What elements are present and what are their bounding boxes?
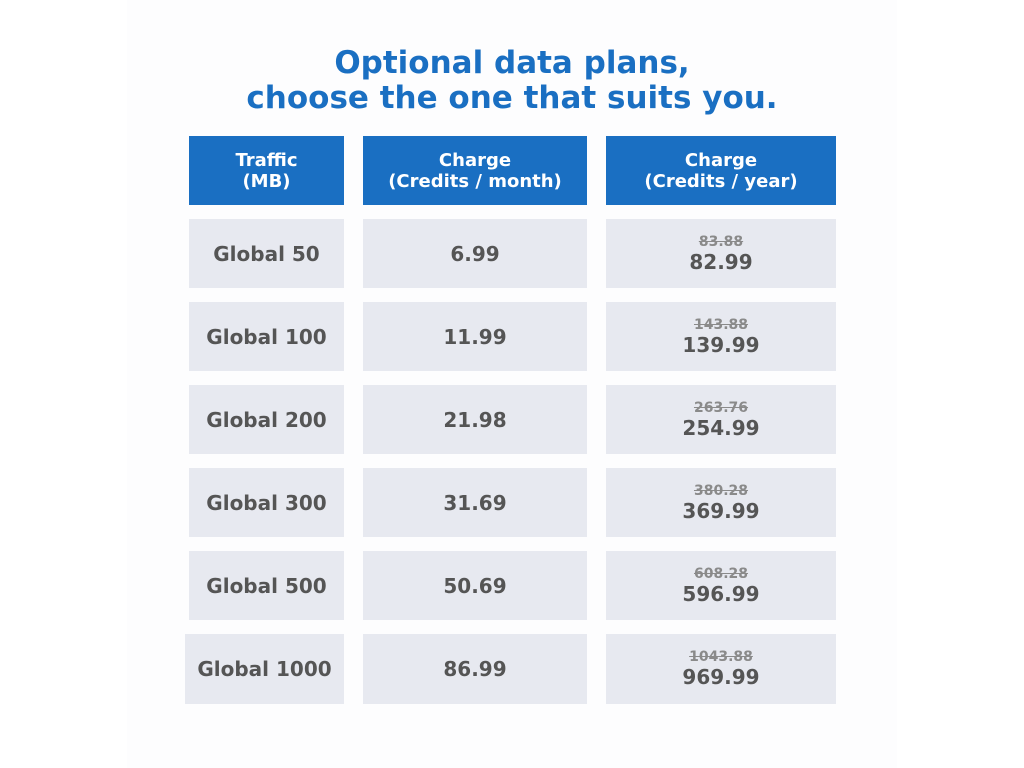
page-title: Optional data plans, choose the one that… bbox=[0, 46, 1024, 116]
monthly-price-global-50: 6.99 bbox=[363, 219, 587, 288]
monthly-price-global-500: 50.69 bbox=[363, 551, 587, 620]
new-yearly-price: 139.99 bbox=[682, 332, 760, 357]
page-title-line-2: choose the one that suits you. bbox=[246, 80, 778, 116]
yearly-price-global-1000: 1043.88 969.99 bbox=[606, 634, 836, 704]
monthly-price-global-300: 31.69 bbox=[363, 468, 587, 537]
header-monthly-unit: (Credits / month) bbox=[388, 170, 562, 192]
header-traffic-label: Traffic bbox=[235, 149, 298, 171]
page-title-line-1: Optional data plans, bbox=[334, 45, 690, 81]
plan-name-global-200: Global 200 bbox=[189, 385, 344, 454]
plan-name-global-500: Global 500 bbox=[189, 551, 344, 620]
header-traffic: Traffic (MB) bbox=[189, 136, 344, 205]
monthly-price-global-100: 11.99 bbox=[363, 302, 587, 371]
old-yearly-price: 143.88 bbox=[693, 316, 749, 333]
monthly-price-global-1000: 86.99 bbox=[363, 634, 587, 704]
old-yearly-price: 380.28 bbox=[693, 482, 749, 499]
header-yearly-label: Charge bbox=[684, 149, 758, 171]
new-yearly-price: 596.99 bbox=[682, 581, 760, 606]
header-monthly-label: Charge bbox=[438, 149, 512, 171]
plan-name-global-50: Global 50 bbox=[189, 219, 344, 288]
yearly-price-global-100: 143.88 139.99 bbox=[606, 302, 836, 371]
yearly-price-global-200: 263.76 254.99 bbox=[606, 385, 836, 454]
yearly-price-global-300: 380.28 369.99 bbox=[606, 468, 836, 537]
old-yearly-price: 263.76 bbox=[693, 399, 749, 416]
plan-name-global-100: Global 100 bbox=[189, 302, 344, 371]
yearly-price-global-50: 83.88 82.99 bbox=[606, 219, 836, 288]
new-yearly-price: 969.99 bbox=[682, 665, 760, 689]
plan-name-global-1000: Global 1000 bbox=[185, 634, 344, 704]
plan-name-global-300: Global 300 bbox=[189, 468, 344, 537]
new-yearly-price: 254.99 bbox=[682, 415, 760, 440]
new-yearly-price: 82.99 bbox=[689, 249, 753, 274]
header-monthly-charge: Charge (Credits / month) bbox=[363, 136, 587, 205]
new-yearly-price: 369.99 bbox=[682, 498, 760, 523]
monthly-price-global-200: 21.98 bbox=[363, 385, 587, 454]
header-yearly-unit: (Credits / year) bbox=[644, 170, 798, 192]
old-yearly-price: 83.88 bbox=[698, 233, 744, 250]
old-yearly-price: 1043.88 bbox=[689, 649, 753, 665]
old-yearly-price: 608.28 bbox=[693, 565, 749, 582]
header-traffic-unit: (MB) bbox=[242, 170, 291, 192]
yearly-price-global-500: 608.28 596.99 bbox=[606, 551, 836, 620]
header-yearly-charge: Charge (Credits / year) bbox=[606, 136, 836, 205]
